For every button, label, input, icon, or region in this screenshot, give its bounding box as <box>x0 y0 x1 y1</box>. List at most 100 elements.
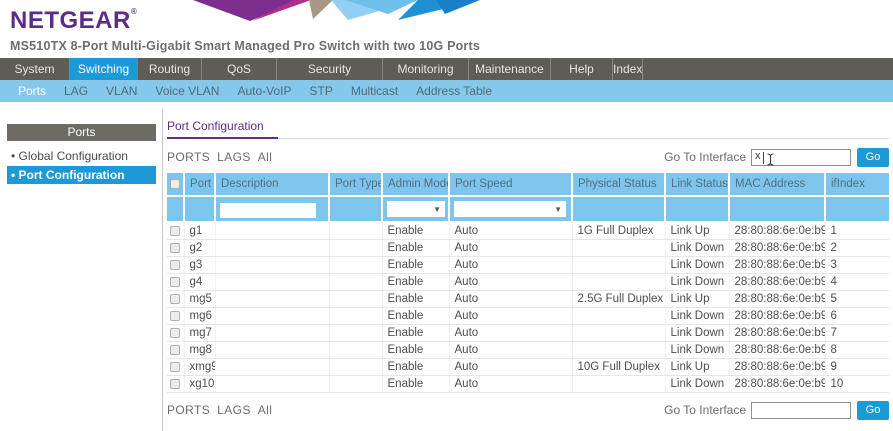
cell-physical-status: 1G Full Duplex <box>572 222 666 240</box>
cell-mac-address: 28:80:88:6e:0e:b9 <box>729 324 826 342</box>
page-title: Port Configuration <box>167 119 278 139</box>
cell-port-type <box>329 239 383 257</box>
cell-admin-mode: Enable <box>382 222 450 240</box>
row-checkbox[interactable] <box>170 225 181 236</box>
col-header-port-speed: Port Speed <box>449 173 573 197</box>
sidebar-item[interactable]: • Port Configuration <box>7 166 156 184</box>
table-row: mg6 Enable Auto Link Down 28:80:88:6e:0e… <box>167 307 889 325</box>
cell-link-status: Link Up <box>665 290 730 308</box>
table-header-row: Port Description Port Type Admin Mode Po… <box>167 173 889 197</box>
cell-admin-mode: Enable <box>382 239 450 257</box>
cell-port-type <box>329 222 383 240</box>
table-row: g2 Enable Auto Link Down 28:80:88:6e:0e:… <box>167 239 889 257</box>
table-row: xmg9 Enable Auto 10G Full Duplex Link Up… <box>167 358 889 376</box>
cell-link-status: Link Up <box>665 222 730 240</box>
subnav-item[interactable]: Multicast <box>350 84 399 98</box>
row-checkbox[interactable] <box>170 293 181 304</box>
subnav-item[interactable]: Ports <box>18 84 47 98</box>
go-button-top[interactable]: Go <box>857 147 889 167</box>
cell-admin-mode: Enable <box>382 273 450 291</box>
cell-physical-status <box>572 307 666 325</box>
row-checkbox[interactable] <box>170 361 181 372</box>
row-checkbox[interactable] <box>170 378 181 389</box>
sidebar-item[interactable]: • Global Configuration <box>11 149 128 163</box>
row-checkbox[interactable] <box>170 276 181 287</box>
cell-port: xg10 <box>184 375 216 393</box>
nav-tab[interactable]: Switching <box>70 58 138 80</box>
cell-description <box>215 290 330 308</box>
row-checkbox[interactable] <box>170 327 181 338</box>
cell-port-type <box>329 290 383 308</box>
scope-link[interactable]: PORTS <box>167 150 211 164</box>
cell-port-type <box>329 307 383 325</box>
row-checkbox[interactable] <box>170 259 181 270</box>
cell-ifindex: 10 <box>825 375 889 393</box>
nav-tab[interactable]: Maintenance <box>469 58 551 80</box>
col-header-port: Port <box>184 173 216 197</box>
row-checkbox[interactable] <box>170 310 181 321</box>
goto-interface-input[interactable]: x <box>751 148 851 166</box>
nav-tab[interactable]: Monitoring <box>383 58 469 80</box>
nav-tab[interactable]: Routing <box>138 58 202 80</box>
subnav-item[interactable]: VLAN <box>106 84 138 98</box>
col-header-description: Description <box>215 173 330 197</box>
content-area: Ports • Global Configuration • Port Confi… <box>0 109 893 431</box>
col-header-link-status: Link Status <box>665 173 730 197</box>
scope-link[interactable]: All <box>257 150 273 164</box>
cell-description <box>215 341 330 359</box>
row-checkbox[interactable] <box>170 344 181 355</box>
nav-tab[interactable]: Security <box>277 58 383 80</box>
cell-port-type <box>329 375 383 393</box>
cell-port: g1 <box>184 222 216 240</box>
nav-tab[interactable]: System <box>0 58 70 80</box>
cell-mac-address: 28:80:88:6e:0e:b9 <box>729 307 826 325</box>
cell-link-status: Link Down <box>665 239 730 257</box>
subnav-item[interactable]: LAG <box>64 84 89 98</box>
cell-ifindex: 3 <box>825 256 889 274</box>
subnav-item[interactable]: Voice VLAN <box>155 84 220 98</box>
admin-mode-select[interactable]: ▼ <box>387 201 445 217</box>
registered-mark-icon: ® <box>130 7 138 16</box>
cell-physical-status: 10G Full Duplex <box>572 358 666 376</box>
cell-physical-status: 2.5G Full Duplex <box>572 290 666 308</box>
scope-link[interactable]: LAGS <box>217 150 251 164</box>
cell-link-status: Link Down <box>665 256 730 274</box>
cell-ifindex: 8 <box>825 341 889 359</box>
cell-description <box>215 375 330 393</box>
cell-port-speed: Auto <box>449 290 573 308</box>
cell-mac-address: 28:80:88:6e:0e:b9 <box>729 375 826 393</box>
cell-admin-mode: Enable <box>382 375 450 393</box>
go-button-bottom[interactable]: Go <box>857 400 889 420</box>
scope-link[interactable]: LAGS <box>217 403 251 417</box>
bottom-toolbar: PORTS LAGS All Go To Interface Go <box>167 400 889 420</box>
col-header-physical-status: Physical Status <box>572 173 666 197</box>
title-row: Port Configuration <box>167 109 889 139</box>
cell-port: xmg9 <box>184 358 216 376</box>
nav-tab[interactable]: Help <box>551 58 613 80</box>
subnav-item[interactable]: Address Table <box>416 84 492 98</box>
cell-description <box>215 358 330 376</box>
cell-link-status: Link Down <box>665 273 730 291</box>
nav-tab[interactable]: QoS <box>202 58 277 80</box>
nav-tab[interactable]: Index <box>613 58 644 80</box>
cell-physical-status <box>572 324 666 342</box>
cell-physical-status <box>572 239 666 257</box>
cell-description <box>215 273 330 291</box>
subnav-item[interactable]: Auto-VoIP <box>237 84 292 98</box>
subnav-item[interactable]: STP <box>309 84 333 98</box>
cell-admin-mode: Enable <box>382 324 450 342</box>
device-subtitle: MS510TX 8-Port Multi-Gigabit Smart Manag… <box>10 39 481 53</box>
table-row: mg5 Enable Auto 2.5G Full Duplex Link Up… <box>167 290 889 308</box>
port-table-body: g1 Enable Auto 1G Full Duplex Link Up 28… <box>167 222 889 393</box>
select-all-checkbox[interactable] <box>170 178 180 189</box>
cell-port: mg8 <box>184 341 216 359</box>
cell-ifindex: 5 <box>825 290 889 308</box>
cell-port: mg7 <box>184 324 216 342</box>
goto-interface-input-bottom[interactable] <box>751 401 851 419</box>
scope-link[interactable]: All <box>257 403 273 417</box>
row-checkbox[interactable] <box>170 242 181 253</box>
description-filter-input[interactable] <box>220 202 316 218</box>
cell-mac-address: 28:80:88:6e:0e:b9 <box>729 273 826 291</box>
scope-link[interactable]: PORTS <box>167 403 211 417</box>
port-speed-select[interactable]: ▼ <box>454 201 566 217</box>
